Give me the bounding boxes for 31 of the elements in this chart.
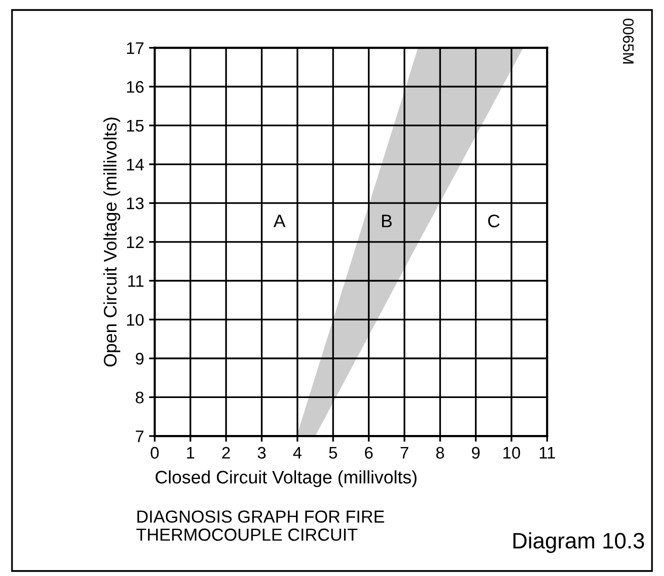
x-tick-label: 3 xyxy=(258,446,266,459)
y-tick-label: 13 xyxy=(127,198,144,210)
y-axis-title: Open Circuit Voltage (millivolts) xyxy=(103,118,120,366)
x-tick-label: 5 xyxy=(329,447,338,459)
text: 0065M xyxy=(622,18,634,64)
y-tick-label: 11 xyxy=(128,275,144,287)
y-tick-label: 7 xyxy=(136,430,144,442)
x-tick-label: 11 xyxy=(540,447,555,459)
text: DIAGNOSIS GRAPH FOR FIRE THERMOCOUPLE CIRCUIT xyxy=(136,510,384,541)
y-tick-label: 16 xyxy=(127,81,144,93)
y-tick-label: 15 xyxy=(127,120,144,132)
x-tick-label: 6 xyxy=(364,446,373,459)
annotation: C xyxy=(488,214,500,228)
x-tick-label: 4 xyxy=(293,447,302,459)
y-tick-label: 8 xyxy=(136,392,144,404)
x-tick-label: 2 xyxy=(222,446,230,459)
x-axis-title: Closed Circuit Voltage (millivolts) xyxy=(156,470,416,488)
x-tick-label: 7 xyxy=(400,447,408,459)
text: Diagram 10.3 xyxy=(513,532,644,553)
annotation: B xyxy=(382,214,392,228)
x-tick-label: 1 xyxy=(187,447,194,459)
y-tick-label: 10 xyxy=(127,314,144,326)
y-tick-label: 17 xyxy=(127,42,144,54)
y-tick-label: 14 xyxy=(127,158,144,170)
x-tick-label: 9 xyxy=(472,446,480,459)
x-tick-label: 0 xyxy=(150,446,159,459)
x-tick-label: 10 xyxy=(503,446,520,459)
y-tick-label: 9 xyxy=(136,352,144,365)
annotation: A xyxy=(274,214,286,228)
x-tick-label: 8 xyxy=(436,446,444,459)
y-tick-label: 12 xyxy=(127,236,144,248)
